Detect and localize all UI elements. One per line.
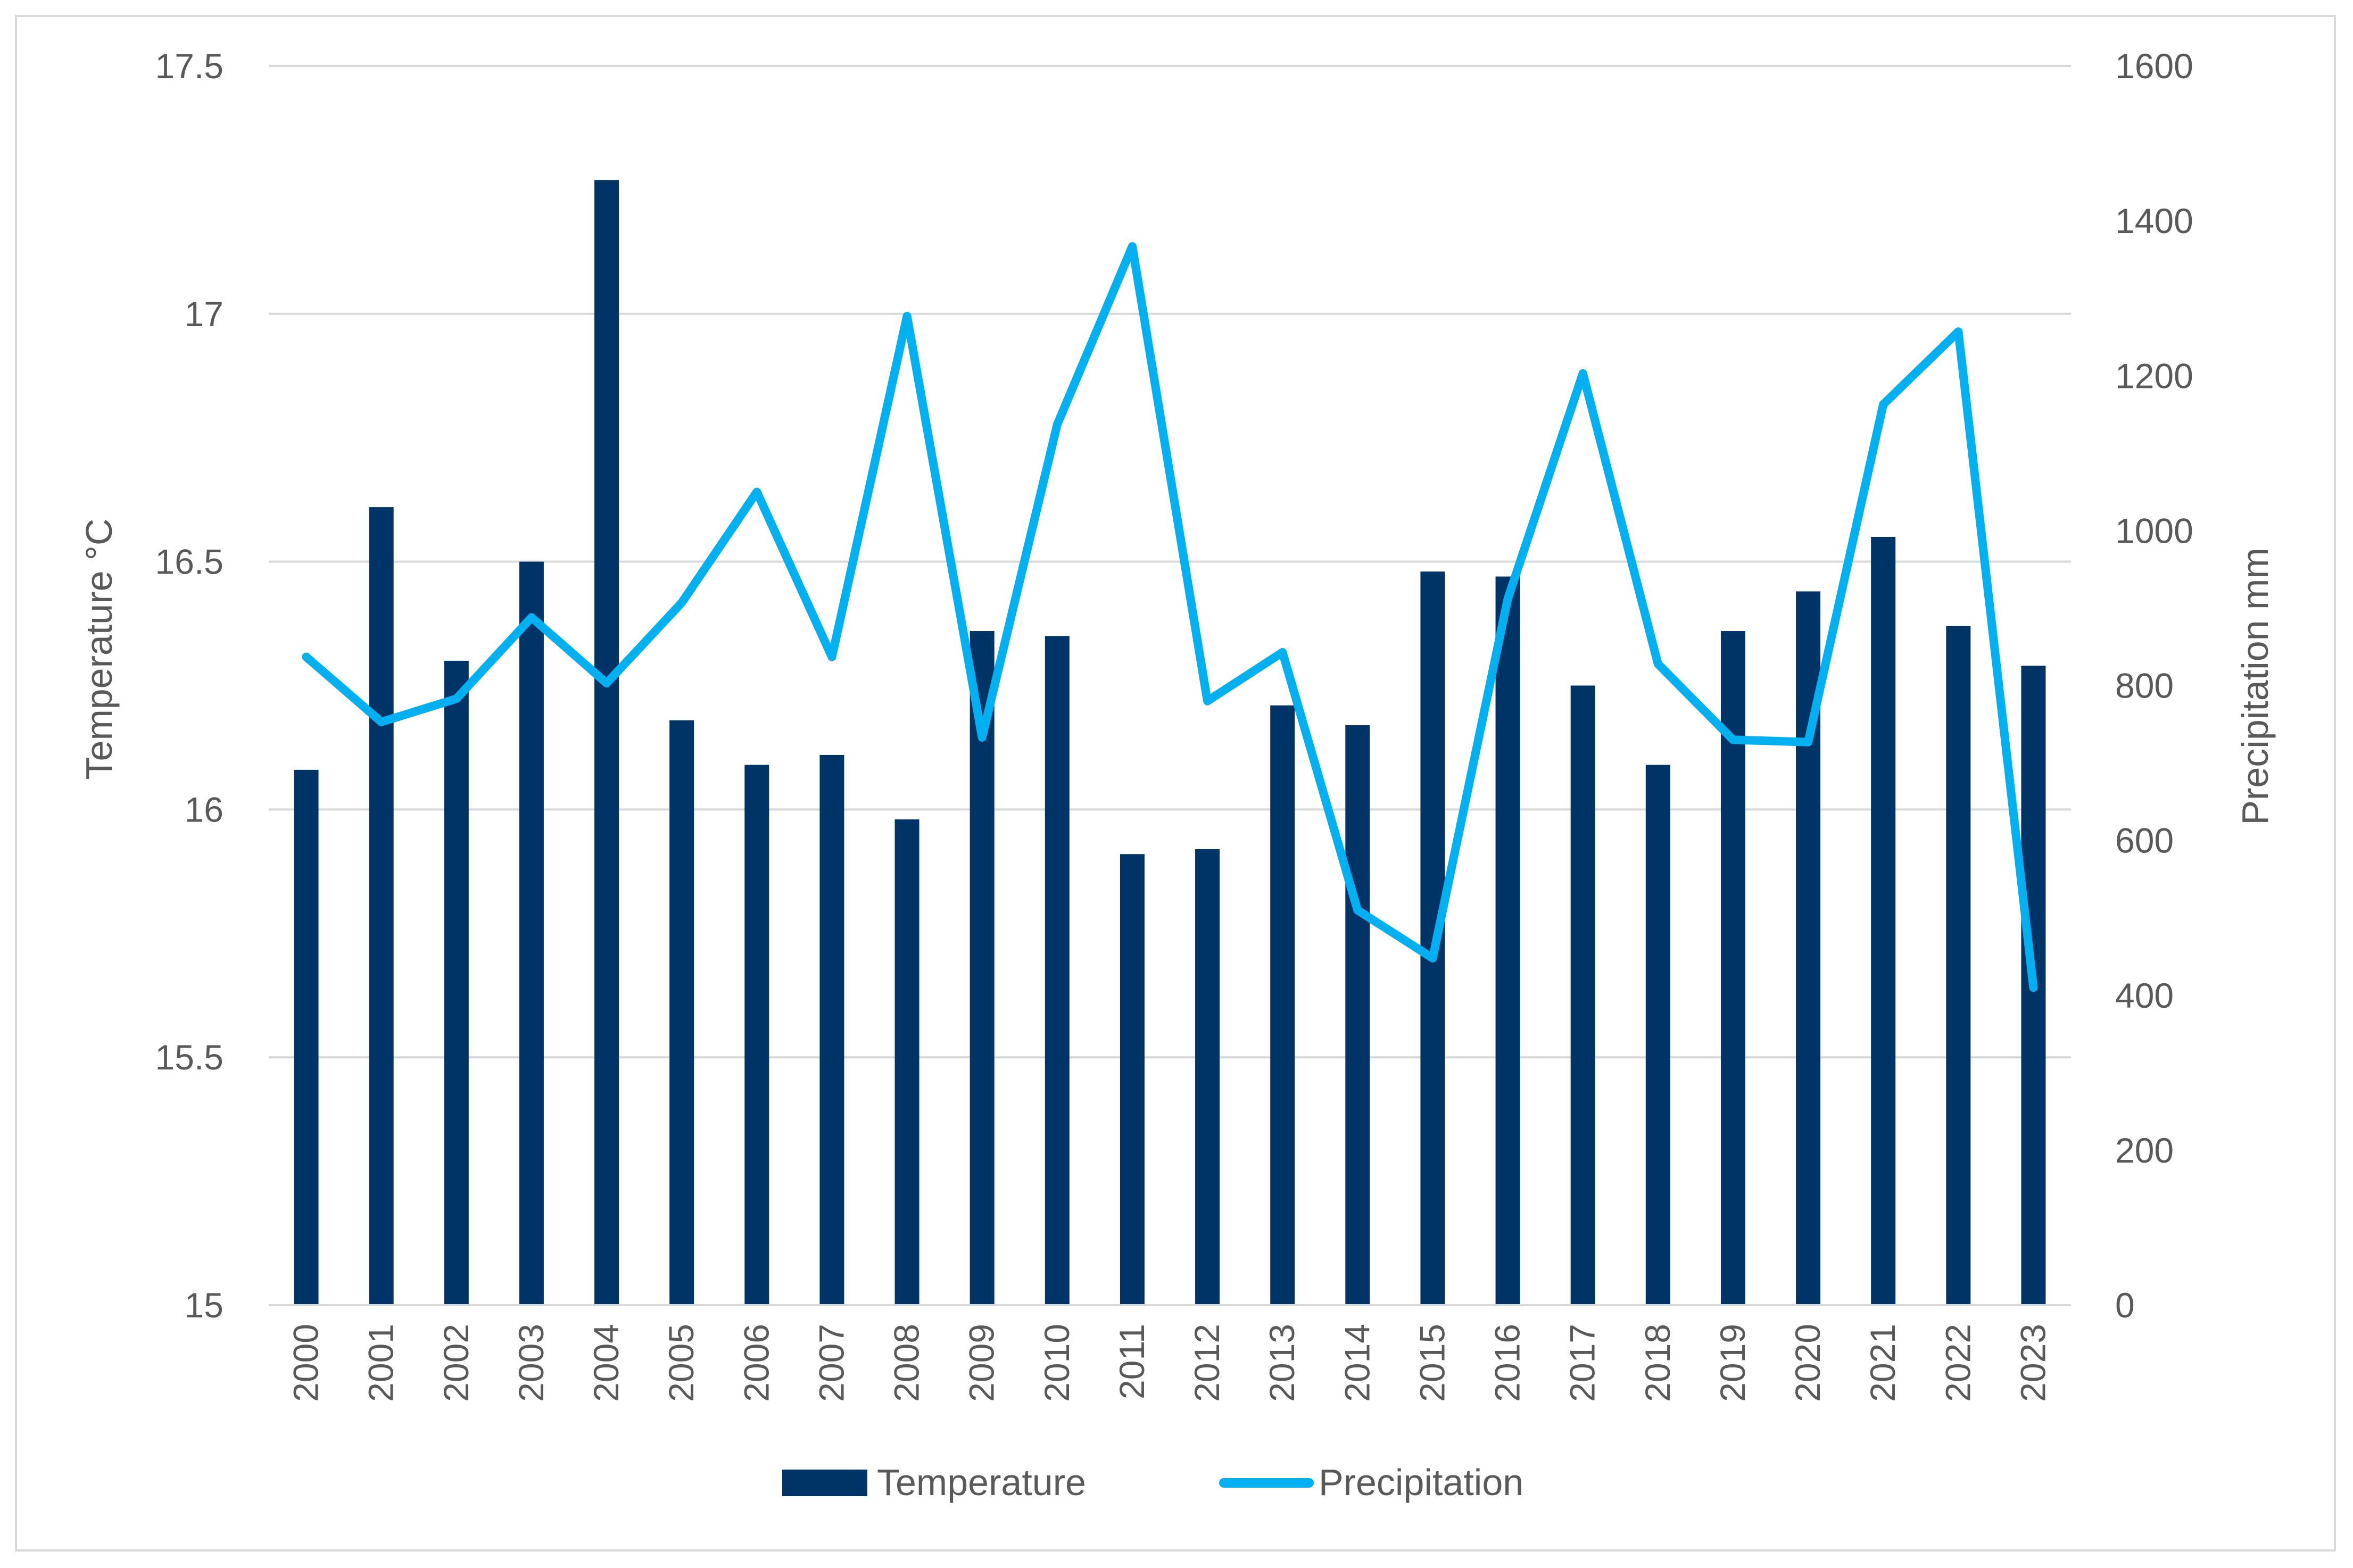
temperature-bar-2010 — [1045, 636, 1070, 1305]
x-tick-label: 2009 — [962, 1324, 1001, 1402]
precipitation-point-2000 — [306, 657, 307, 658]
x-tick-label: 2014 — [1337, 1324, 1377, 1402]
precipitation-point-2001 — [381, 721, 382, 723]
precipitation-point-2004 — [606, 683, 607, 684]
left-axis: 15 15.5 16 16.5 17 17.5 — [155, 46, 223, 1325]
precipitation-point-2002 — [456, 698, 457, 699]
x-tick-label: 2000 — [286, 1324, 326, 1402]
right-axis: 0 200 400 600 800 1000 1200 1400 1600 — [2115, 46, 2193, 1325]
temperature-bar-2013 — [1270, 705, 1295, 1305]
x-tick-label: 2004 — [586, 1324, 626, 1402]
y-right-tick-label: 1000 — [2115, 511, 2193, 550]
y-right-tick-label: 400 — [2115, 976, 2174, 1015]
precipitation-point-2017 — [1583, 373, 1584, 374]
precipitation-point-2013 — [1282, 652, 1283, 653]
y-right-tick-label: 600 — [2115, 821, 2174, 860]
precipitation-point-2003 — [531, 617, 532, 618]
x-tick-label: 2006 — [736, 1324, 776, 1402]
x-tick-label: 2019 — [1713, 1324, 1752, 1402]
precipitation-point-2015 — [1432, 958, 1433, 959]
temperature-bar-2001 — [369, 507, 394, 1305]
x-tick-label: 2007 — [811, 1324, 851, 1402]
precipitation-point-2008 — [907, 316, 908, 317]
y-right-tick-label: 200 — [2115, 1131, 2174, 1170]
x-tick-label: 2022 — [1938, 1324, 1977, 1402]
x-tick-label: 2021 — [1863, 1324, 1902, 1402]
legend: Temperature Precipitation — [782, 1462, 1523, 1503]
x-tick-label: 2016 — [1488, 1324, 1527, 1402]
x-tick-label: 2003 — [511, 1324, 551, 1402]
y-left-tick-label: 17 — [185, 294, 223, 334]
y-left-tick-label: 17.5 — [155, 46, 223, 86]
x-tick-label: 2023 — [2013, 1324, 2052, 1402]
legend-label-temperature: Temperature — [877, 1462, 1086, 1503]
temperature-bar-2000 — [294, 769, 319, 1305]
precipitation-line-layer — [302, 242, 2038, 992]
temperature-bar-2016 — [1495, 576, 1520, 1305]
y-right-tick-label: 0 — [2115, 1285, 2135, 1325]
y-axis-left-title: Temperature °C — [78, 519, 120, 780]
y-right-tick-label: 1600 — [2115, 46, 2193, 86]
x-axis: 2000 2001 2002 2003 2004 2005 2006 2007 2008 2009… — [269, 1304, 2071, 1402]
temperature-bar-2022 — [1946, 626, 1971, 1305]
precipitation-point-2005 — [681, 602, 682, 603]
x-tick-label: 2013 — [1262, 1324, 1302, 1402]
temperature-bar-2004 — [594, 180, 619, 1305]
temperature-bar-2005 — [669, 720, 694, 1305]
y-left-tick-label: 15.5 — [155, 1038, 223, 1077]
temperature-bar-2021 — [1871, 537, 1896, 1305]
y-right-tick-label: 1400 — [2115, 201, 2193, 240]
temperature-bar-2009 — [970, 631, 995, 1305]
precipitation-point-2021 — [1883, 404, 1884, 405]
y-right-tick-label: 1200 — [2115, 356, 2193, 395]
x-tick-label: 2008 — [887, 1324, 926, 1402]
y-left-tick-label: 16.5 — [155, 542, 223, 582]
y-right-tick-label: 800 — [2115, 666, 2174, 706]
precipitation-point-2011 — [1132, 246, 1133, 247]
precipitation-point-2016 — [1507, 598, 1509, 599]
x-tick-label: 2005 — [661, 1324, 701, 1402]
temperature-bar-2002 — [444, 660, 469, 1305]
temperature-bar-2008 — [894, 819, 919, 1305]
x-tick-label: 2001 — [361, 1324, 401, 1402]
precipitation-point-2023 — [2033, 987, 2034, 988]
legend-swatch-temperature — [782, 1470, 867, 1496]
temperature-bar-2011 — [1120, 854, 1145, 1305]
temperature-bar-2007 — [819, 754, 844, 1305]
x-tick-label: 2020 — [1788, 1324, 1827, 1402]
precipitation-point-2009 — [982, 737, 983, 738]
x-tick-label: 2018 — [1638, 1324, 1677, 1402]
precipitation-point-2007 — [831, 657, 832, 658]
precipitation-point-2018 — [1658, 663, 1659, 665]
y-axis-right-title: Precipitation mm — [2234, 547, 2276, 825]
precipitation-point-2020 — [1808, 742, 1809, 743]
temperature-bar-2006 — [744, 765, 769, 1305]
x-tick-label: 2011 — [1112, 1324, 1151, 1399]
x-tick-label: 2012 — [1187, 1324, 1227, 1402]
precipitation-point-2014 — [1357, 910, 1358, 911]
x-tick-label: 2010 — [1037, 1324, 1076, 1402]
precipitation-point-2022 — [1958, 331, 1959, 332]
precipitation-point-2019 — [1733, 739, 1734, 740]
y-left-tick-label: 16 — [185, 790, 223, 829]
legend-label-precipitation: Precipitation — [1319, 1462, 1523, 1503]
temperature-bar-2012 — [1195, 849, 1220, 1305]
temperature-bar-2017 — [1570, 685, 1595, 1305]
precipitation-point-2010 — [1057, 424, 1058, 425]
precipitation-point-2012 — [1207, 701, 1208, 702]
temperature-bar-2003 — [519, 561, 544, 1305]
precipitation-line — [302, 242, 2038, 992]
temperature-bar-2018 — [1645, 765, 1670, 1305]
temperature-bars — [294, 180, 2046, 1305]
x-tick-label: 2017 — [1563, 1324, 1602, 1402]
temperature-bar-2014 — [1345, 725, 1370, 1305]
y-left-tick-label: 15 — [185, 1285, 223, 1325]
x-tick-label: 2015 — [1412, 1324, 1452, 1402]
precipitation-point-2006 — [756, 492, 757, 493]
x-tick-label: 2002 — [436, 1324, 476, 1402]
